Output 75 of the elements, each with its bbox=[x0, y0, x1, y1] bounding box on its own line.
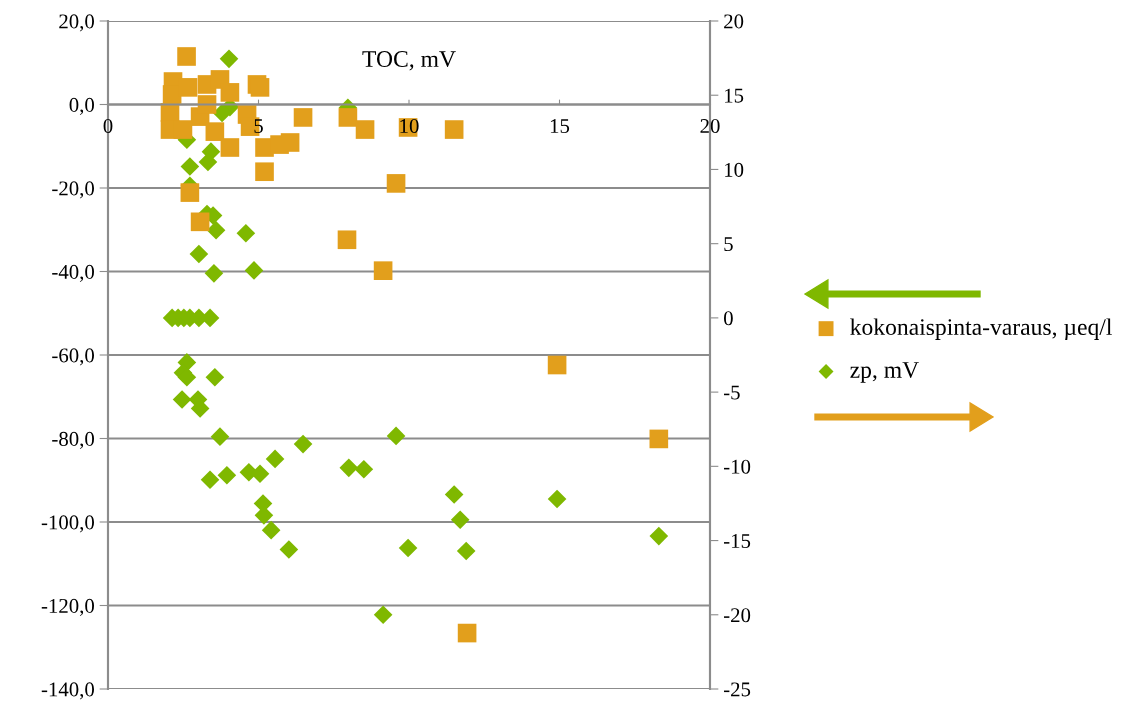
point bbox=[200, 470, 220, 490]
point bbox=[279, 540, 299, 559]
point bbox=[189, 244, 209, 264]
y2-tick-label: -5 bbox=[723, 385, 740, 400]
point bbox=[456, 541, 476, 561]
point bbox=[220, 138, 240, 157]
point bbox=[373, 605, 393, 625]
y2-tick-label: 10 bbox=[725, 162, 744, 177]
point bbox=[547, 355, 567, 375]
point bbox=[178, 78, 198, 97]
legend-label: zp, mV bbox=[850, 362, 919, 383]
x-tick-label: 0 bbox=[103, 118, 113, 134]
point bbox=[265, 449, 285, 469]
point bbox=[354, 459, 374, 479]
y-tick-label: 0,0 bbox=[69, 97, 95, 115]
x-tick-label: 20 bbox=[700, 118, 720, 134]
point bbox=[450, 510, 470, 530]
point bbox=[444, 120, 464, 139]
point bbox=[173, 120, 193, 139]
point bbox=[457, 623, 477, 643]
point bbox=[236, 223, 256, 243]
point bbox=[398, 538, 418, 558]
point bbox=[198, 152, 218, 172]
point bbox=[255, 162, 274, 182]
point bbox=[293, 108, 313, 127]
point bbox=[210, 427, 230, 446]
point bbox=[649, 526, 669, 546]
y2-tick-label: 0 bbox=[723, 311, 733, 326]
point bbox=[337, 230, 357, 250]
x-tick-label: 15 bbox=[550, 119, 570, 134]
point bbox=[386, 426, 406, 446]
point bbox=[204, 264, 224, 283]
y2-tick-label: -20 bbox=[723, 608, 751, 623]
y2-tick-label: 5 bbox=[724, 237, 733, 252]
point bbox=[649, 429, 669, 449]
point bbox=[244, 261, 264, 280]
y-tick-label: -100,0 bbox=[41, 515, 95, 533]
y-tick-label: -20,0 bbox=[52, 181, 95, 199]
y2-tick-label: 20 bbox=[724, 14, 744, 29]
point bbox=[339, 458, 359, 478]
point bbox=[280, 133, 300, 152]
y-tick-label: -40,0 bbox=[52, 264, 95, 282]
point bbox=[217, 465, 237, 485]
point bbox=[254, 506, 274, 525]
y2-tick-label: -10 bbox=[723, 459, 751, 474]
point bbox=[205, 367, 225, 387]
y-tick-label: 20,0 bbox=[59, 14, 95, 32]
point bbox=[180, 157, 200, 176]
point bbox=[444, 485, 464, 504]
point bbox=[219, 49, 239, 69]
y-tick-label: -60,0 bbox=[52, 348, 95, 366]
y2-tick-label: 15 bbox=[725, 88, 744, 103]
point bbox=[386, 174, 406, 193]
point bbox=[373, 261, 393, 280]
point bbox=[250, 464, 270, 484]
point bbox=[261, 520, 281, 540]
point bbox=[206, 220, 226, 240]
point bbox=[177, 47, 196, 66]
point bbox=[180, 183, 200, 202]
legend-label: kokonaispinta-varaus, µeq/l bbox=[850, 318, 1112, 340]
x-axis-title: TOC, mV bbox=[362, 51, 456, 71]
point bbox=[355, 120, 375, 139]
y-tick-label: -120,0 bbox=[41, 598, 95, 616]
point bbox=[220, 83, 240, 102]
point bbox=[547, 489, 567, 509]
point bbox=[293, 434, 313, 454]
point bbox=[172, 390, 192, 409]
point bbox=[205, 122, 225, 141]
y2-tick-label: -15 bbox=[723, 534, 751, 548]
point bbox=[190, 212, 210, 232]
point bbox=[338, 108, 358, 127]
y-tick-label: -80,0 bbox=[52, 431, 95, 449]
y2-tick-label: -25 bbox=[723, 682, 751, 697]
y-tick-label: -140,0 bbox=[41, 682, 95, 700]
point bbox=[212, 103, 232, 123]
